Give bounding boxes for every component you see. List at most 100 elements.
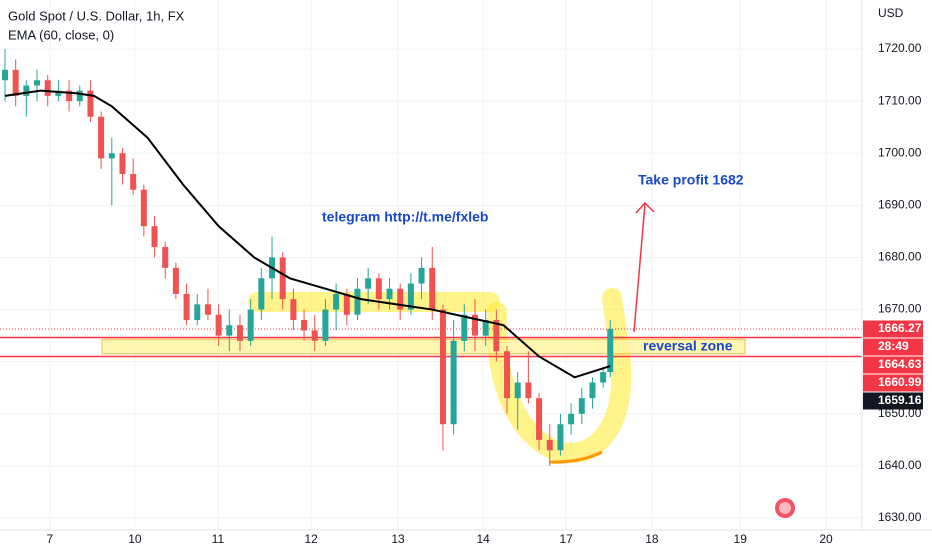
- candle-body: [333, 293, 340, 310]
- candle-body: [301, 319, 308, 331]
- x-tick-label: 19: [734, 532, 748, 546]
- candle-body: [55, 90, 62, 96]
- candle-body: [215, 314, 222, 336]
- candle-body: [247, 309, 254, 341]
- annotation: telegram http://t.me/fxleb: [322, 209, 488, 225]
- y-tick-label: 1640.00: [878, 458, 922, 472]
- zone-layer: [0, 328, 862, 358]
- x-tick-label: 17: [559, 532, 573, 546]
- candle-body: [311, 330, 318, 341]
- x-tick-label: 10: [128, 532, 142, 546]
- candle-body: [44, 80, 51, 96]
- drawings: telegram http://t.me/fxleb Take profit 1…: [322, 172, 795, 518]
- candle-body: [407, 283, 414, 310]
- candle-body: [322, 309, 329, 341]
- candle-body: [418, 267, 425, 284]
- flag-icon-inner: [779, 502, 791, 514]
- candle-body: [172, 267, 179, 294]
- indicator-label: EMA (60, close, 0): [8, 27, 114, 42]
- price-tag-label: 28:49: [878, 339, 909, 353]
- candle-body: [226, 325, 233, 336]
- x-tick-label: 13: [391, 532, 405, 546]
- candle-body: [76, 90, 83, 102]
- chart-title: Gold Spot / U.S. Dollar, 1h, FX: [8, 8, 185, 23]
- price-tag-label: 1660.99: [878, 375, 922, 389]
- candle-body: [482, 319, 489, 336]
- candle-body: [471, 314, 478, 336]
- price-tag: [863, 392, 923, 410]
- candle-body: [87, 90, 94, 117]
- price-tag: [863, 320, 923, 338]
- candle-body: [365, 278, 372, 289]
- candle-body: [194, 304, 201, 320]
- candle-body: [343, 293, 350, 315]
- candle-body: [290, 299, 297, 320]
- candle-body: [98, 116, 105, 159]
- candle-body: [151, 226, 158, 248]
- candle-body: [568, 413, 575, 425]
- candle-body: [279, 257, 286, 300]
- candle-body: [525, 382, 532, 399]
- candle-body: [589, 382, 596, 399]
- candle-body: [557, 424, 564, 451]
- y-tick-label: 1670.00: [878, 302, 922, 316]
- candle-body: [429, 267, 436, 310]
- candle-body: [536, 398, 543, 440]
- candle-body: [450, 340, 457, 425]
- axis: 1630.001640.001650.001660.001670.001680.…: [47, 41, 923, 546]
- candle-body: [119, 153, 126, 175]
- x-tick-label: 7: [47, 532, 54, 546]
- grid: [0, 0, 862, 530]
- y-tick-label: 1700.00: [878, 145, 922, 159]
- candle-body: [504, 351, 511, 399]
- arrow: [633, 203, 646, 333]
- price-tag-label: 1659.16: [878, 393, 922, 407]
- arrow-head: [635, 201, 655, 214]
- candle-body: [258, 278, 265, 310]
- price-tag-label: 1666.27: [878, 321, 922, 335]
- candle-body: [439, 309, 446, 425]
- candle-body: [546, 439, 553, 451]
- candle-body: [162, 247, 169, 268]
- candle-body: [12, 69, 19, 96]
- x-tick-label: 11: [212, 532, 225, 546]
- candle-body: [578, 398, 585, 414]
- candle-body: [1, 69, 8, 81]
- candle-body: [493, 319, 500, 352]
- y-tick-label: 1710.00: [878, 93, 922, 107]
- x-tick-label: 20: [819, 532, 833, 546]
- x-tick-label: 14: [476, 532, 490, 546]
- ema-line: [4, 89, 611, 379]
- candle-body: [236, 325, 243, 341]
- candle-body: [514, 382, 521, 399]
- candle-body: [34, 80, 41, 86]
- zone-label: reversal zone: [643, 337, 733, 353]
- y-tick-label: 1630.00: [878, 510, 922, 524]
- annotation: Take profit 1682: [638, 172, 744, 188]
- price-tag-label: 1664.63: [878, 357, 922, 371]
- candle-body: [66, 90, 73, 102]
- reversal-zone: [101, 338, 746, 355]
- candle-body: [354, 288, 361, 315]
- candle-body: [461, 314, 468, 341]
- y-tick-label: 1720.00: [878, 41, 922, 55]
- y-tick-label: 1680.00: [878, 250, 922, 264]
- candle-body: [140, 189, 147, 227]
- candle-body: [397, 288, 404, 310]
- candle-body: [108, 153, 115, 159]
- x-tick-label: 18: [645, 532, 659, 546]
- highlight-underline: [549, 450, 603, 464]
- candle-body: [204, 304, 211, 315]
- candle-body: [607, 328, 614, 373]
- candle-body: [130, 174, 137, 190]
- candle-body: [600, 372, 607, 383]
- candle-body: [386, 288, 393, 300]
- y-tick-label: 1690.00: [878, 198, 922, 212]
- price-tag: [863, 356, 923, 374]
- price-tag: [863, 374, 923, 392]
- price-tag: [863, 338, 923, 356]
- plot: [1, 48, 614, 466]
- y-axis-label: USD: [878, 6, 904, 20]
- candle-body: [375, 278, 382, 300]
